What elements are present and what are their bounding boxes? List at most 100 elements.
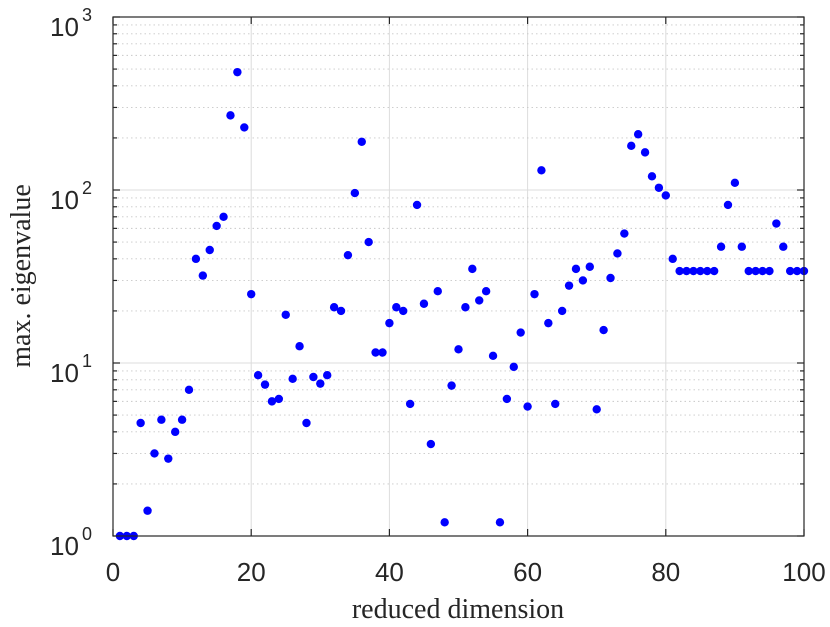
data-point [744,266,753,276]
y-axis-label: max. eigenvalue [6,184,37,367]
data-point [544,318,553,328]
data-point [392,303,401,312]
data-point [371,348,380,357]
data-point [191,254,201,264]
data-point [281,310,290,319]
data-point [295,342,304,351]
data-point [219,212,228,221]
data-point [481,287,491,296]
data-point [737,242,747,251]
data-point [716,242,726,251]
y-tick-exponent: 1 [82,351,92,371]
x-tick-label: 40 [375,557,404,587]
axis-ticks [112,16,805,537]
data-point [267,397,277,406]
data-point [682,266,691,276]
data-point [405,399,415,409]
data-point [433,287,442,296]
y-tick-labels: 10 0 10 1 10 2 10 3 [50,5,92,561]
x-tick-label: 20 [237,557,266,587]
data-point [336,306,346,316]
y-tick-label: 10 3 [50,5,92,42]
data-point [647,172,657,181]
y-tick-label: 10 0 [50,524,92,561]
y-tick-base: 10 [50,12,79,42]
data-point [329,303,339,312]
data-point [150,449,159,458]
data-point [488,351,498,361]
data-point [627,141,636,151]
data-point [730,178,740,188]
data-point [247,289,256,299]
data-point [523,402,532,411]
x-tick-labels: 0 20 40 60 80 100 [106,557,826,587]
data-point [164,454,173,463]
data-point [253,371,263,380]
data-point [571,264,581,274]
data-point [675,266,684,276]
data-point [177,415,187,424]
data-point [454,345,463,354]
data-point [378,348,387,357]
data-point [399,306,408,316]
data-point [440,518,449,527]
data-point [564,281,574,290]
data-point [578,276,588,285]
data-point [709,266,719,276]
data-point [703,266,712,276]
y-tick-base: 10 [50,531,79,561]
data-point [343,250,353,260]
data-point [226,111,235,120]
data-point [765,266,774,276]
data-point [302,418,311,428]
data-point [419,299,429,308]
data-point [274,394,284,404]
data-point [288,374,297,384]
data-point [696,266,705,276]
data-point [633,130,643,139]
y-tick-label: 10 2 [50,178,92,215]
data-point [136,418,145,428]
data-point [260,380,270,389]
data-point [357,137,366,146]
y-tick-exponent: 2 [82,178,92,198]
data-point [668,254,677,264]
data-point [412,200,422,210]
data-point [426,439,436,449]
y-tick-exponent: 3 [82,5,92,25]
data-point [385,318,394,328]
y-tick-base: 10 [50,358,79,388]
data-point [779,242,788,251]
data-point [170,427,180,437]
data-point [495,518,505,527]
data-point [530,289,539,299]
data-point [502,394,512,404]
data-point [772,219,781,228]
data-point [205,245,214,255]
data-point [233,67,242,77]
data-point [323,371,332,380]
data-point [758,266,767,276]
data-point [475,296,484,305]
x-tick-label: 80 [651,557,680,587]
data-point [592,405,601,414]
data-point [447,381,456,390]
data-point [157,415,166,424]
data-point [537,166,546,175]
data-point [585,262,594,271]
data-point [785,266,795,276]
data-point [613,249,622,258]
y-tick-base: 10 [50,185,79,215]
data-point [640,148,650,157]
y-tick-exponent: 0 [82,524,92,544]
y-tick-label: 10 1 [50,351,92,388]
data-point [606,273,615,283]
data-point [364,237,373,247]
data-point [723,200,733,210]
data-point [661,191,670,200]
data-point [689,266,698,276]
x-axis-label: reduced dimension [352,594,564,625]
data-point [516,328,525,337]
data-point [316,379,325,388]
